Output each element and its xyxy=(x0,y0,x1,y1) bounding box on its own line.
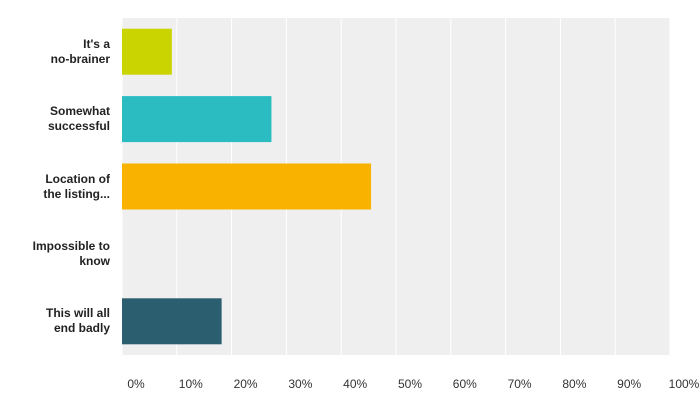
x-tick-label: 0% xyxy=(127,377,145,391)
x-tick-label: 40% xyxy=(343,377,367,391)
x-tick-label: 30% xyxy=(288,377,312,391)
x-tick-label: 80% xyxy=(562,377,586,391)
x-tick-label: 20% xyxy=(234,377,258,391)
y-tick-label: This will all end badly xyxy=(45,306,110,336)
x-tick-label: 90% xyxy=(617,377,641,391)
x-tick-label: 50% xyxy=(398,377,422,391)
bar xyxy=(122,298,222,345)
x-tick-label: 10% xyxy=(179,377,203,391)
y-tick-label: It's a no-brainer xyxy=(50,36,110,66)
x-tick-label: 60% xyxy=(453,377,477,391)
y-tick-label: Somewhat successful xyxy=(47,104,110,134)
bar xyxy=(122,96,272,143)
x-tick-label: 70% xyxy=(508,377,532,391)
x-tick-label: 100% xyxy=(669,377,700,391)
y-tick-label: Impossible to know xyxy=(32,238,110,268)
y-tick-label: Location of the listing... xyxy=(43,171,110,201)
bar xyxy=(122,28,172,75)
bar xyxy=(122,163,372,210)
